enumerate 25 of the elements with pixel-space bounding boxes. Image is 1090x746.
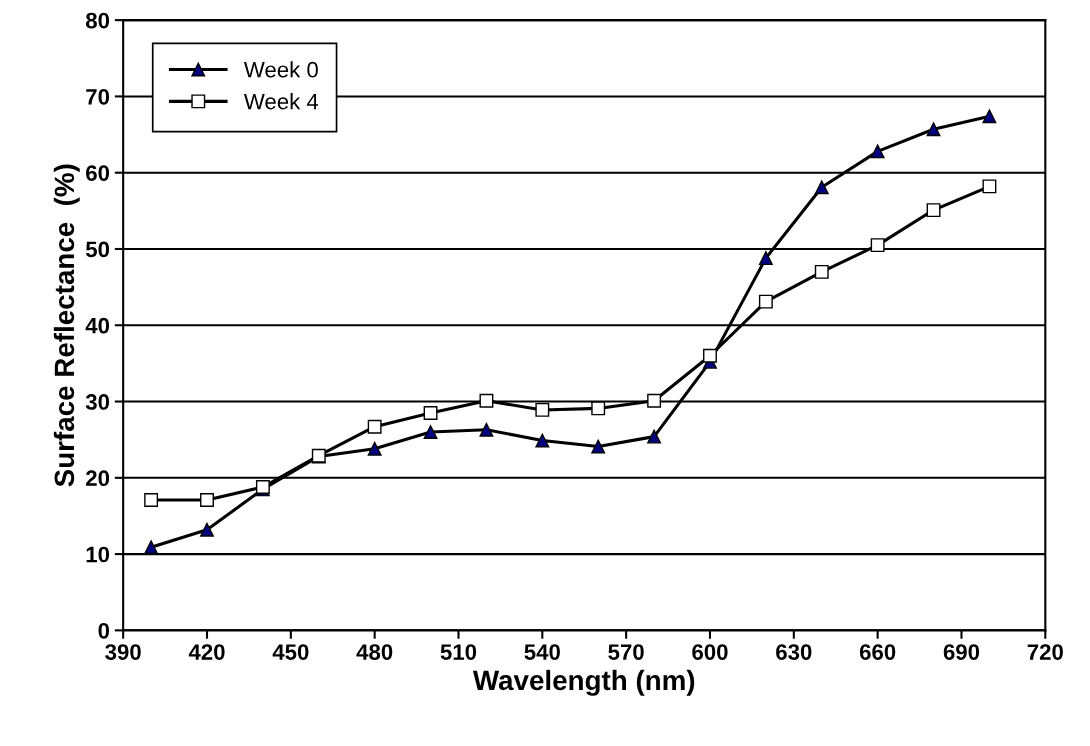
y-tick-label: 30	[85, 394, 110, 410]
x-tick-label: 720	[1027, 644, 1063, 660]
y-tick-label: 70	[86, 88, 110, 105]
x-tick-label: 390	[105, 644, 141, 660]
y-tick-label: 50	[85, 241, 110, 258]
x-tick-label: 630	[776, 644, 812, 660]
y-tick-label: 60	[86, 165, 110, 181]
x-tick-label: 450	[272, 644, 309, 660]
x-tick-label: 660	[859, 644, 896, 660]
legend-label: Week 4	[243, 93, 319, 110]
y-tick-label: 10	[86, 546, 110, 563]
y-axis-title: Surface Reflectance (%)	[53, 164, 80, 487]
x-axis-title: Wavelength (nm)	[472, 669, 695, 696]
x-tick-label: 690	[943, 644, 980, 660]
x-tick-label: 600	[692, 644, 728, 660]
y-tick-label: 40	[85, 317, 110, 334]
legend-label: Week 0	[243, 61, 318, 78]
x-tick-label: 570	[608, 644, 644, 660]
y-tick-label: 80	[85, 12, 110, 29]
x-tick-label: 540	[524, 644, 560, 660]
y-tick-label: 0	[98, 622, 110, 639]
x-tick-label: 480	[356, 644, 393, 660]
x-tick-label: 510	[440, 644, 477, 660]
x-tick-label: 420	[188, 644, 225, 660]
y-tick-label: 20	[86, 470, 110, 487]
